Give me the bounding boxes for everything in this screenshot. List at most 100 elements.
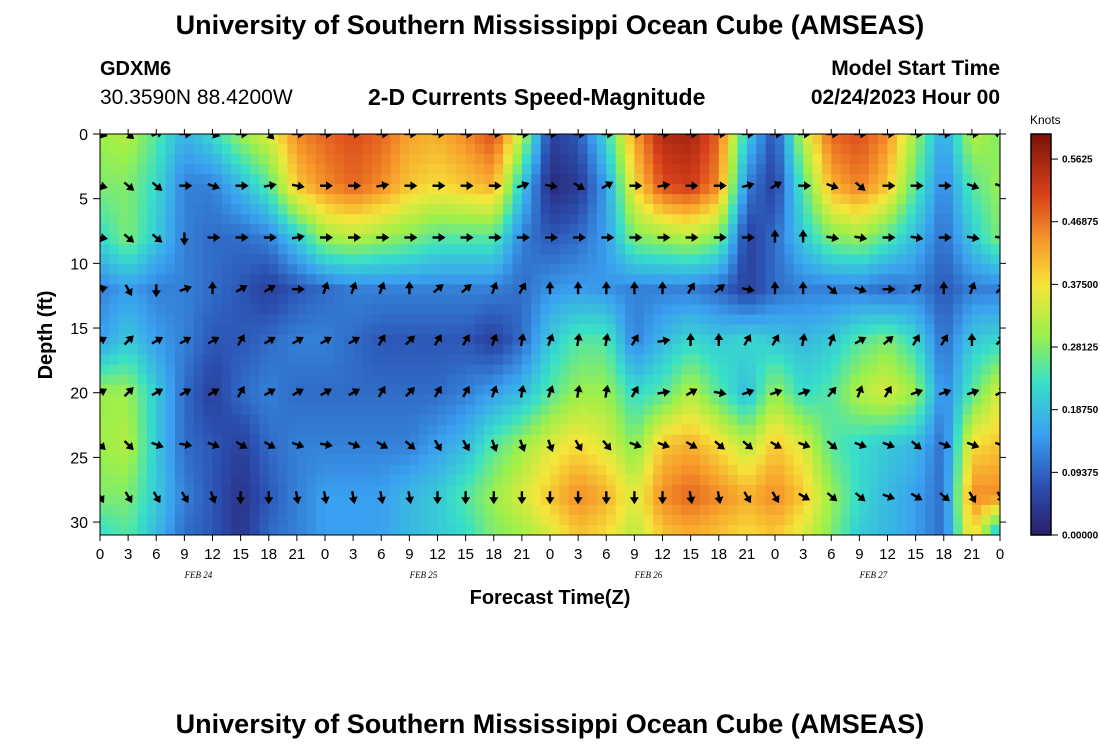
heatmap-cell	[456, 214, 467, 225]
heatmap-cell	[709, 374, 720, 386]
heatmap-cell	[118, 484, 129, 496]
heatmap-cell	[765, 504, 776, 516]
heatmap-cell	[306, 464, 317, 476]
heatmap-cell	[531, 134, 542, 145]
heatmap-cell	[259, 314, 270, 326]
heatmap-cell	[634, 154, 645, 165]
heatmap-cell	[306, 234, 317, 245]
heatmap-cell	[334, 264, 345, 275]
heatmap-cell	[681, 364, 692, 376]
heatmap-cell	[803, 514, 814, 526]
heatmap-cell	[381, 274, 392, 285]
heatmap-cell	[793, 274, 804, 285]
heatmap-cell	[521, 524, 532, 535]
heatmap-cell	[953, 304, 964, 316]
heatmap-cell	[596, 324, 607, 336]
current-arrow	[405, 491, 415, 505]
heatmap-cell	[550, 524, 560, 535]
heatmap-cell	[203, 434, 214, 446]
heatmap-cell	[793, 154, 804, 165]
heatmap-cell	[700, 254, 710, 265]
date-label: FEB 25	[409, 570, 438, 580]
heatmap-cell	[343, 354, 354, 366]
heatmap-cell	[709, 334, 720, 346]
heatmap-cell	[409, 394, 420, 406]
current-arrow	[771, 491, 780, 504]
heatmap-cell	[915, 414, 926, 426]
heatmap-cell	[812, 374, 823, 386]
heatmap-cell	[212, 234, 223, 245]
heatmap-cell	[981, 364, 992, 376]
heatmap-cell	[765, 224, 776, 235]
heatmap-cell	[503, 184, 514, 195]
heatmap-cell	[484, 214, 495, 225]
heatmap-cell	[503, 384, 514, 396]
heatmap-cell	[746, 484, 757, 496]
heatmap-cell	[212, 164, 223, 175]
heatmap-cell	[925, 374, 935, 386]
heatmap-cell	[484, 254, 495, 265]
heatmap-cell	[896, 404, 907, 416]
heatmap-cell	[475, 194, 485, 205]
heatmap-cell	[831, 394, 842, 406]
heatmap-cell	[231, 524, 242, 535]
heatmap-cell	[709, 324, 720, 336]
heatmap-cell	[184, 324, 195, 336]
heatmap-cell	[503, 204, 514, 215]
heatmap-cell	[212, 254, 223, 265]
heatmap-cell	[943, 224, 954, 235]
heatmap-cell	[175, 144, 185, 155]
heatmap-cell	[587, 374, 598, 386]
heatmap-cell	[231, 454, 242, 466]
heatmap-cell	[756, 484, 767, 496]
heatmap-cell	[503, 464, 514, 476]
heatmap-cell	[306, 474, 317, 486]
heatmap-cell	[493, 384, 504, 396]
heatmap-cell	[896, 134, 907, 145]
heatmap-cell	[296, 484, 307, 496]
heatmap-cell	[456, 464, 467, 476]
heatmap-cell	[737, 404, 748, 416]
heatmap-cell	[718, 454, 729, 466]
heatmap-cell	[503, 524, 514, 535]
heatmap-cell	[193, 214, 204, 225]
heatmap-cell	[587, 354, 598, 366]
x-tick-label: 15	[682, 546, 699, 563]
heatmap-cell	[268, 514, 279, 526]
heatmap-cell	[784, 434, 795, 446]
heatmap-cell	[915, 444, 926, 456]
heatmap-cell	[146, 454, 157, 466]
heatmap-cell	[390, 464, 401, 476]
heatmap-cell	[793, 414, 804, 426]
heatmap-cell	[118, 514, 129, 526]
current-arrow	[573, 384, 583, 398]
current-arrow	[657, 134, 671, 139]
heatmap-cell	[493, 194, 504, 205]
heatmap-cell	[540, 214, 551, 225]
heatmap-cell	[784, 144, 795, 155]
heatmap-cell	[850, 304, 860, 316]
heatmap-cell	[531, 164, 542, 175]
heatmap-cell	[521, 204, 532, 215]
heatmap-cell	[840, 364, 851, 376]
heatmap-cell	[550, 274, 560, 285]
heatmap-cell	[662, 164, 673, 175]
heatmap-cell	[878, 524, 889, 535]
heatmap-cell	[821, 524, 832, 535]
heatmap-cell	[709, 174, 720, 185]
heatmap-cell	[990, 324, 1000, 336]
heatmap-cell	[831, 134, 842, 145]
heatmap-cell	[287, 434, 298, 446]
heatmap-cell	[615, 494, 626, 506]
heatmap-cell	[587, 514, 598, 526]
heatmap-cell	[634, 474, 645, 486]
heatmap-cell	[418, 144, 429, 155]
heatmap-cell	[531, 364, 542, 376]
heatmap-cell	[681, 494, 692, 506]
heatmap-cell	[325, 314, 335, 326]
current-arrow	[123, 233, 135, 243]
heatmap-cell	[831, 254, 842, 265]
heatmap-cell	[653, 444, 664, 456]
heatmap-cell	[850, 134, 860, 145]
current-arrow	[601, 491, 611, 505]
